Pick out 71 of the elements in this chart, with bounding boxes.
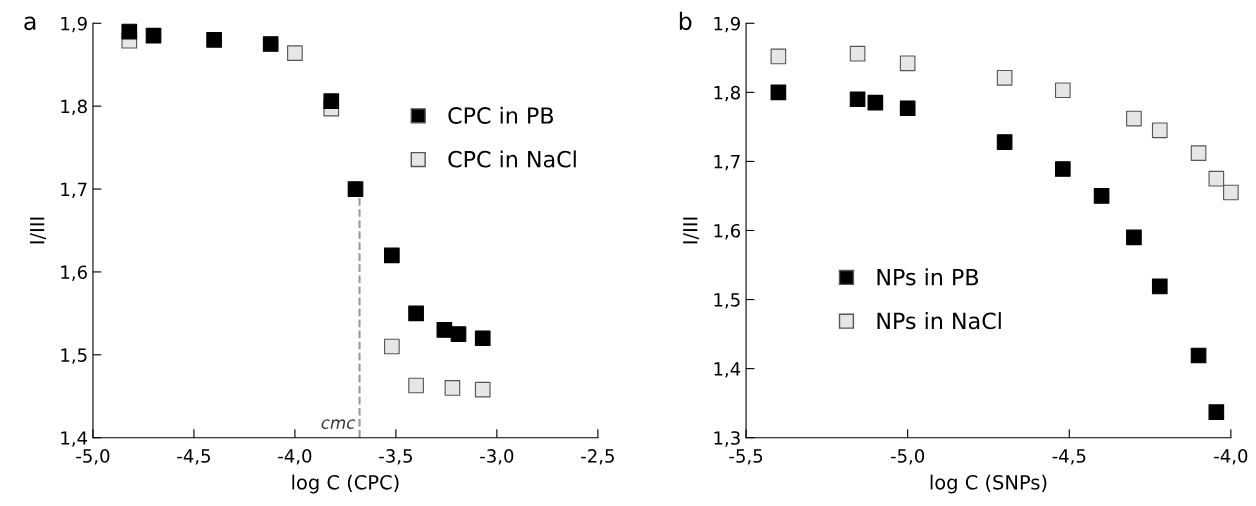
point [1054,82,1071,99]
point [1054,161,1071,177]
annotation: cmc [321,419,356,429]
x-tick-label: -4,5 [1052,449,1086,465]
y-tick-label: 1,9 [714,16,740,33]
point [408,377,424,394]
point [770,48,787,65]
point [849,45,866,62]
x-tick-label: -3,5 [379,449,412,465]
point [1093,188,1110,204]
point [899,55,916,72]
point [384,338,400,355]
y-tick-label: 1,5 [61,348,87,364]
point [1151,122,1168,139]
point [996,70,1013,86]
legend-label: CPC in NaCl [448,150,576,168]
point [474,381,491,398]
point [450,326,467,342]
point [1190,145,1207,161]
point [770,84,787,101]
point [1190,347,1207,364]
point [145,27,162,44]
y-tick-label: 1,9 [61,16,87,33]
point [323,93,340,110]
x-tick-label: -4,5 [177,449,210,465]
legend-label: CPC in PB [448,106,553,124]
x-tick-label: -5,5 [729,449,763,465]
y-axis-title: I/III [30,217,47,244]
point [444,380,461,396]
y-tick-label: 1,6 [61,265,87,281]
text: a [24,16,36,31]
x-tick-label: -3,0 [480,449,514,465]
x-tick-label: -4,0 [278,449,312,465]
point [1126,110,1142,127]
point [1208,404,1225,420]
point [1126,229,1142,246]
y-tick-label: 1,4 [61,431,88,447]
y-tick-label: 1,8 [714,85,740,102]
point [899,100,916,117]
point [436,322,453,338]
point [347,181,364,197]
y-tick-label: 1,4 [714,362,741,378]
point [1151,278,1168,295]
text: b [679,11,692,31]
y-tick-label: 1,7 [714,155,740,171]
point [849,91,866,108]
point [1208,170,1225,187]
y-tick-label: 1,6 [714,223,741,240]
x-axis-title: log C (CPC) [292,474,399,494]
legend-label: NPs in NaCl [877,312,1001,330]
point [206,32,222,48]
x-tick-label: -4,0 [1214,449,1248,465]
y-tick-label: 1,5 [714,293,740,309]
point [1223,184,1239,201]
y-tick-label: 1,7 [61,182,87,198]
legend-label: NPs in PB [877,268,979,286]
point [287,45,303,61]
point [384,247,400,264]
point [474,330,491,347]
x-axis-title: log C (SNPs) [930,474,1047,494]
point [867,94,884,111]
point [996,134,1013,150]
y-tick-label: 1,3 [714,431,740,447]
point [121,23,138,40]
y-tick-label: 1,8 [61,99,87,116]
point [408,305,424,322]
x-tick-label: -2,5 [581,449,614,465]
x-tick-label: -5,0 [890,449,925,465]
point [262,36,279,52]
y-axis-title: I/III [683,217,700,244]
x-tick-label: -5,0 [76,449,110,465]
